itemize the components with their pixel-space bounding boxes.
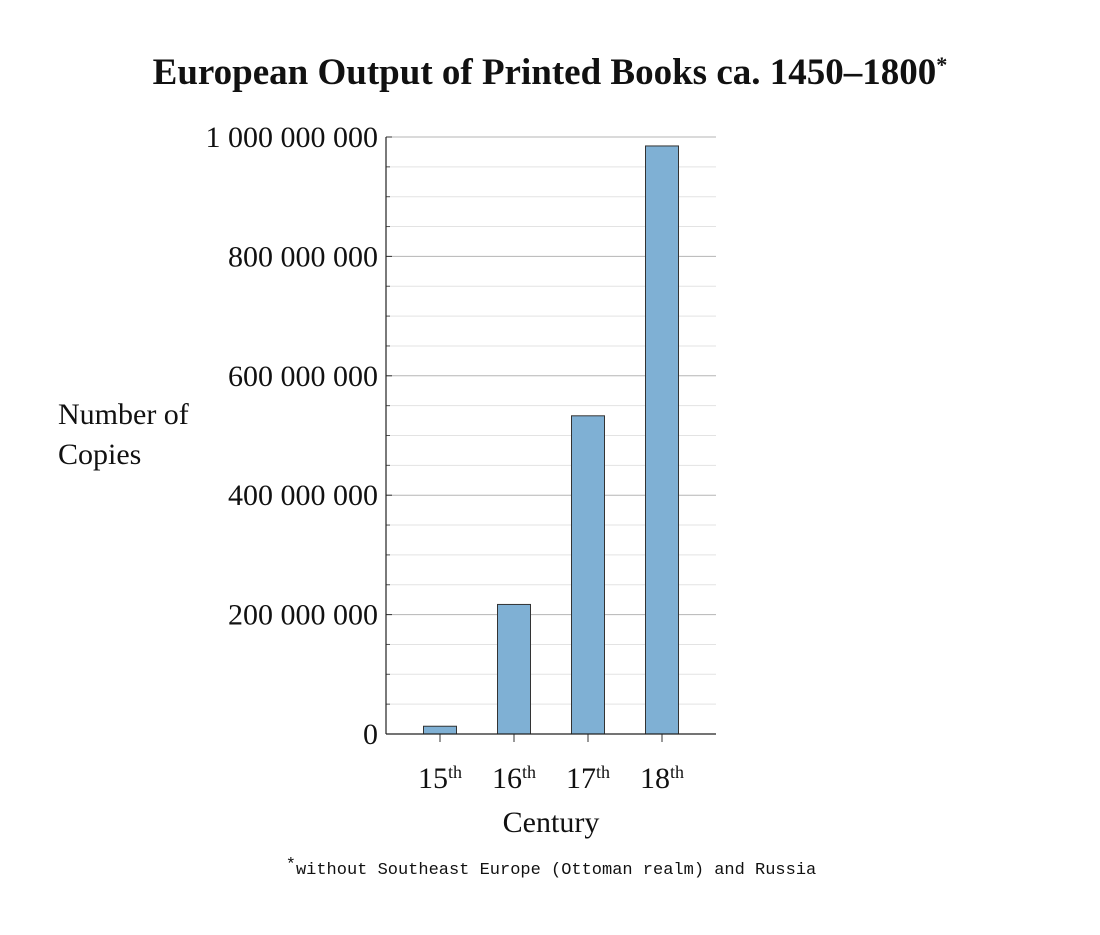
- y-axis-label: Number of Copies: [58, 398, 189, 471]
- x-axis-label: Century: [503, 806, 600, 839]
- x-tick-label: 17th: [566, 762, 610, 795]
- x-tick-label: 18th: [640, 762, 684, 795]
- y-tick-label: 1 000 000 000: [206, 121, 379, 154]
- bar: [645, 145, 679, 735]
- footnote: *without Southeast Europe (Ottoman realm…: [286, 856, 817, 880]
- y-tick-label: 0: [363, 718, 378, 751]
- y-tick-label: 200 000 000: [228, 599, 378, 632]
- x-tick-label: 15th: [418, 762, 462, 795]
- y-tick-label: 800 000 000: [228, 240, 378, 273]
- bar: [571, 415, 605, 735]
- y-tick-label: 600 000 000: [228, 360, 378, 393]
- x-tick-label: 16th: [492, 762, 536, 795]
- y-tick-label: 400 000 000: [228, 479, 378, 512]
- bar: [497, 603, 531, 735]
- bar: [423, 725, 457, 735]
- chart-title: European Output of Printed Books ca. 145…: [153, 52, 948, 93]
